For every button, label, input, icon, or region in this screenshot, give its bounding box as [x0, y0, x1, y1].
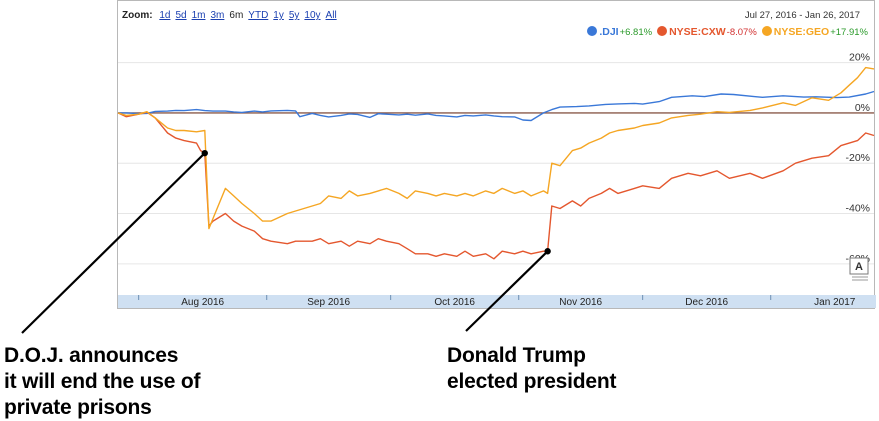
zoom-option-10y[interactable]: 10y: [304, 10, 321, 21]
trump-annotation: Donald Trump elected president: [447, 344, 617, 393]
annotation-icon[interactable]: A: [849, 257, 869, 281]
zoom-option-6m[interactable]: 6m: [229, 10, 244, 21]
series-lines: [117, 66, 875, 260]
x-tick-label: Aug 2016: [181, 297, 224, 308]
zoom-option-5y[interactable]: 5y: [288, 10, 300, 21]
x-tick-label: Oct 2016: [434, 297, 475, 308]
doj-annotation: D.O.J. announces it will end the use of …: [4, 344, 201, 419]
zoom-option-3m[interactable]: 3m: [210, 10, 225, 21]
series-line-nyse-cxw: [117, 111, 875, 260]
legend-dot-icon: [587, 26, 598, 36]
legend-series-change: -8.07%: [726, 27, 757, 38]
zoom-option-all[interactable]: All: [325, 10, 337, 21]
x-tick-label: Sep 2016: [307, 297, 350, 308]
zoom-option-1d[interactable]: 1d: [159, 10, 171, 21]
callout-line-trump: [465, 250, 549, 332]
legend-dot-icon: [657, 26, 668, 36]
series-line-nyse-geo: [117, 66, 875, 230]
legend-item[interactable]: .DJI+6.81%: [587, 26, 652, 38]
annotation-icon-box[interactable]: [849, 257, 869, 275]
x-tick-label: Nov 2016: [559, 297, 602, 308]
x-tick-label: Jan 2017: [814, 297, 856, 308]
event-marker-trump: [544, 248, 551, 255]
event-marker-doj: [201, 149, 208, 157]
y-tick-label: -20%: [845, 152, 870, 164]
y-tick-label: 0%: [855, 102, 870, 114]
legend-series-name: .DJI: [599, 26, 619, 38]
series-line-dji: [118, 90, 875, 122]
legend-series-name: NYSE:CXW: [669, 26, 726, 38]
legend-series-change: +17.91%: [830, 27, 868, 38]
zoom-option-ytd[interactable]: YTD: [248, 10, 269, 21]
x-tick-label: Dec 2016: [685, 297, 728, 308]
event-callouts: [21, 149, 551, 334]
legend-dot-icon: [761, 26, 772, 36]
y-tick-label: -40%: [845, 203, 870, 215]
y-tick-label: 20%: [849, 52, 870, 64]
zoom-links: 1d 5d 1m 3m 6m YTD 1y 5y 10y All: [159, 10, 341, 21]
x-tick-labels: Aug 2016 Sep 2016 Oct 2016 Nov 2016 Dec 2016…: [181, 297, 855, 308]
callout-line-doj: [21, 152, 206, 334]
gridlines: [118, 62, 874, 265]
annotation-icon-glyph: A: [855, 261, 863, 273]
date-range: Jul 27, 2016 - Jan 26, 2017: [744, 10, 860, 21]
legend-series-change: +6.81%: [619, 27, 653, 38]
legend-item[interactable]: NYSE:CXW-8.07%: [657, 26, 757, 38]
zoom-label: Zoom:: [122, 10, 153, 21]
zoom-option-1y[interactable]: 1y: [273, 10, 284, 21]
legend: .DJI+6.81% NYSE:CXW-8.07% NYSE:GEO+17.91%: [582, 26, 868, 38]
legend-item[interactable]: NYSE:GEO+17.91%: [761, 26, 868, 38]
y-tick-labels: 20%0%-20%-40%-60%: [845, 52, 870, 265]
legend-series-name: NYSE:GEO: [773, 26, 830, 38]
zoom-option-1m[interactable]: 1m: [191, 10, 206, 21]
zoom-option-5d[interactable]: 5d: [175, 10, 187, 21]
zoom-toolbar: Zoom: 1d 5d 1m 3m 6m YTD 1y 5y 10y All: [122, 10, 342, 21]
